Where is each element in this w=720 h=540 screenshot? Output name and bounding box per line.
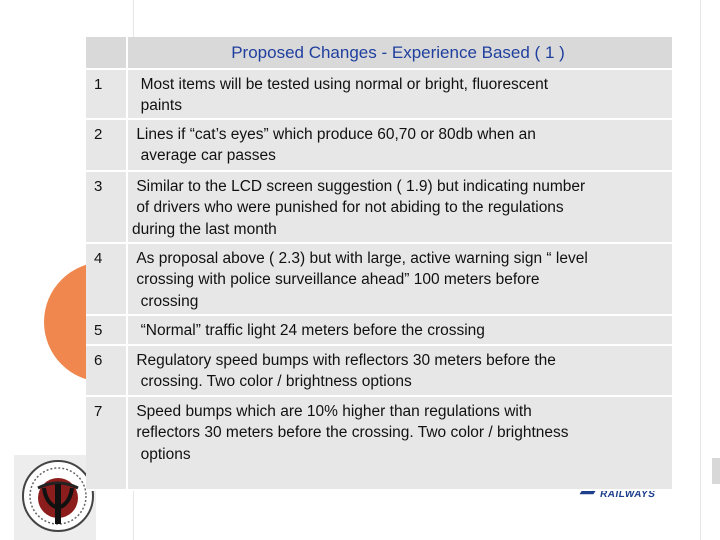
row-number: 4 xyxy=(86,243,128,314)
header-num-cell xyxy=(86,37,128,68)
decor-edge-mark xyxy=(712,458,720,484)
row-number: 6 xyxy=(86,345,128,395)
table-header-row: Proposed Changes - Experience Based ( 1 … xyxy=(86,37,672,70)
proposed-changes-table: Proposed Changes - Experience Based ( 1 … xyxy=(86,37,672,491)
decor-line-right xyxy=(700,0,701,540)
row-text: “Normal” traffic light 24 meters before … xyxy=(128,315,672,344)
table-row: 2 Lines if “cat’s eyes” which produce 60… xyxy=(86,119,672,172)
table-row: 7 Speed bumps which are 10% higher than … xyxy=(86,396,672,491)
row-text: Similar to the LCD screen suggestion ( 1… xyxy=(128,171,672,242)
emblem-logo-icon xyxy=(22,460,94,532)
table-row: 3 Similar to the LCD screen suggestion (… xyxy=(86,171,672,244)
row-number: 2 xyxy=(86,119,128,170)
row-number: 1 xyxy=(86,69,128,118)
row-text: Lines if “cat’s eyes” which produce 60,7… xyxy=(128,119,672,170)
row-number: 5 xyxy=(86,315,128,344)
table-row: 1 Most items will be tested using normal… xyxy=(86,69,672,120)
row-text: Most items will be tested using normal o… xyxy=(128,69,672,118)
table-row: 4 As proposal above ( 2.3) but with larg… xyxy=(86,243,672,316)
slide-title: Proposed Changes - Experience Based ( 1 … xyxy=(128,37,672,68)
row-number: 3 xyxy=(86,171,128,242)
table-row: 6 Regulatory speed bumps with reflectors… xyxy=(86,345,672,397)
row-text: Speed bumps which are 10% higher than re… xyxy=(128,396,672,489)
row-number: 7 xyxy=(86,396,128,489)
table-row: 5 “Normal” traffic light 24 meters befor… xyxy=(86,315,672,346)
row-text: As proposal above ( 2.3) but with large,… xyxy=(128,243,672,314)
row-text: Regulatory speed bumps with reflectors 3… xyxy=(128,345,672,395)
